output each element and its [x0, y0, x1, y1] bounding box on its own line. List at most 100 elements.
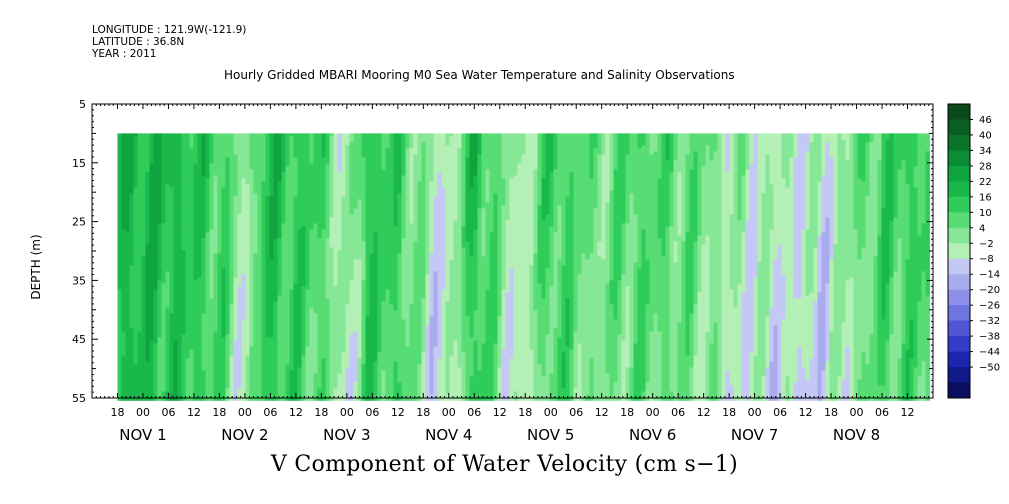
heatmap-cell — [154, 280, 158, 283]
heatmap-cell — [186, 355, 190, 358]
heatmap-cell — [234, 340, 238, 343]
heatmap-cell — [226, 256, 230, 259]
heatmap-cell — [186, 211, 190, 214]
heatmap-cell — [138, 178, 142, 181]
heatmap-cell — [138, 271, 142, 274]
heatmap-cell — [186, 157, 190, 160]
heatmap-cell — [146, 319, 150, 322]
heatmap-cell — [206, 373, 210, 376]
heatmap-cell — [246, 376, 250, 379]
heatmap-cell — [138, 325, 142, 328]
heatmap-cell — [142, 385, 146, 388]
heatmap-cell — [206, 160, 210, 163]
heatmap-cell — [214, 394, 218, 397]
heatmap-cell — [178, 265, 182, 268]
heatmap-cell — [242, 175, 246, 178]
heatmap-cell — [162, 391, 166, 394]
heatmap-cell — [218, 232, 222, 235]
heatmap-cell — [166, 148, 170, 151]
heatmap-cell — [242, 223, 246, 226]
heatmap-cell — [126, 334, 130, 337]
heatmap-cell — [126, 277, 130, 280]
heatmap-cell — [166, 211, 170, 214]
heatmap-cell — [250, 259, 254, 262]
heatmap-cell — [250, 166, 254, 169]
heatmap-cell — [194, 214, 198, 217]
heatmap-cell — [122, 256, 126, 259]
heatmap-cell — [134, 250, 138, 253]
heatmap-cell — [234, 196, 238, 199]
heatmap-cell — [226, 265, 230, 268]
heatmap-cell — [202, 157, 206, 160]
heatmap-cell — [246, 217, 250, 220]
heatmap-cell — [118, 277, 122, 280]
heatmap-cell — [162, 148, 166, 151]
heatmap-cell — [142, 292, 146, 295]
heatmap-cell — [166, 319, 170, 322]
heatmap-cell — [142, 280, 146, 283]
heatmap-cell — [214, 169, 218, 172]
heatmap-cell — [190, 373, 194, 376]
heatmap-cell — [202, 304, 206, 307]
heatmap-cell — [230, 277, 234, 280]
heatmap-cell — [202, 268, 206, 271]
heatmap-cell — [250, 220, 254, 223]
heatmap-cell — [190, 232, 194, 235]
heatmap-cell — [182, 199, 186, 202]
heatmap-cell — [234, 268, 238, 271]
heatmap-cell — [194, 271, 198, 274]
heatmap-cell — [246, 331, 250, 334]
heatmap-cell — [218, 136, 222, 139]
heatmap-cell — [118, 259, 122, 262]
heatmap-cell — [130, 214, 134, 217]
heatmap-cell — [138, 349, 142, 352]
heatmap-cell — [238, 241, 242, 244]
heatmap-cell — [206, 238, 210, 241]
heatmap-cell — [126, 190, 130, 193]
heatmap-cell — [166, 373, 170, 376]
heatmap-cell — [198, 328, 202, 331]
heatmap-cell — [242, 235, 246, 238]
heatmap-cell — [178, 274, 182, 277]
heatmap-cell — [126, 271, 130, 274]
heatmap-cell — [210, 286, 214, 289]
heatmap-cell — [150, 268, 154, 271]
heatmap-cell — [138, 175, 142, 178]
heatmap-cell — [130, 142, 134, 145]
heatmap-cell — [198, 262, 202, 265]
heatmap-cell — [242, 295, 246, 298]
heatmap-cell — [162, 145, 166, 148]
heatmap-cell — [214, 202, 218, 205]
heatmap-cell — [190, 196, 194, 199]
heatmap-cell — [250, 214, 254, 217]
heatmap-cell — [222, 310, 226, 313]
heatmap-cell — [186, 196, 190, 199]
heatmap-cell — [198, 139, 202, 142]
heatmap-cell — [246, 211, 250, 214]
heatmap-cell — [246, 199, 250, 202]
heatmap-cell — [186, 274, 190, 277]
heatmap-cell — [174, 322, 178, 325]
heatmap-cell — [218, 229, 222, 232]
heatmap-cell — [118, 163, 122, 166]
heatmap-cell — [162, 259, 166, 262]
heatmap-cell — [150, 256, 154, 259]
heatmap-cell — [182, 370, 186, 373]
heatmap-cell — [194, 322, 198, 325]
heatmap-cell — [214, 292, 218, 295]
heatmap-cell — [250, 358, 254, 361]
heatmap-cell — [166, 298, 170, 301]
heatmap-cell — [182, 385, 186, 388]
heatmap-cell — [134, 223, 138, 226]
heatmap-cell — [126, 280, 130, 283]
heatmap-cell — [230, 349, 234, 352]
heatmap-cell — [194, 262, 198, 265]
heatmap-cell — [126, 328, 130, 331]
heatmap-cell — [178, 220, 182, 223]
heatmap-cell — [226, 268, 230, 271]
heatmap-cell — [154, 295, 158, 298]
heatmap-cell — [126, 349, 130, 352]
heatmap-cell — [222, 274, 226, 277]
heatmap-cell — [146, 187, 150, 190]
heatmap-cell — [234, 274, 238, 277]
